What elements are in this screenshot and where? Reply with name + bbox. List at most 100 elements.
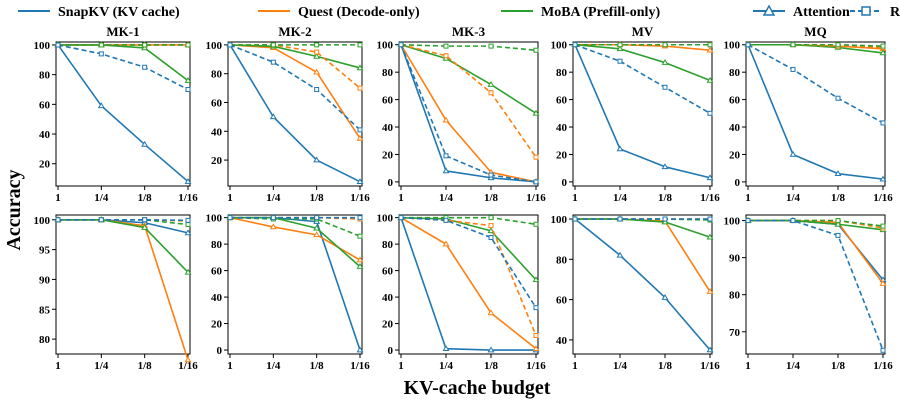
panel-title: MK-3 bbox=[452, 24, 486, 39]
data-point-triangle bbox=[879, 49, 887, 56]
x-tick-label: 1 bbox=[227, 192, 233, 204]
data-point-triangle bbox=[661, 294, 669, 300]
legend-label-moba-prefill-only: MoBA (Prefill-only) bbox=[541, 5, 660, 20]
x-tick-label: 1/16 bbox=[178, 360, 198, 372]
series-quest-rat bbox=[227, 42, 363, 91]
data-point-square bbox=[533, 332, 539, 338]
series-line bbox=[400, 43, 537, 158]
data-point-square bbox=[488, 223, 494, 229]
x-tick-label: 1/8 bbox=[658, 192, 673, 204]
y-tick-label: 100 bbox=[724, 40, 741, 52]
series-snapkv-rat bbox=[398, 215, 539, 311]
y-tick-label: 20 bbox=[729, 149, 741, 161]
series-line bbox=[229, 44, 361, 69]
data-point-square bbox=[745, 42, 751, 48]
data-point-square bbox=[617, 58, 623, 64]
series-line bbox=[57, 44, 189, 183]
series-line bbox=[229, 216, 361, 237]
series-line bbox=[229, 44, 361, 139]
data-point-square bbox=[835, 218, 841, 224]
data-point-triangle bbox=[356, 256, 364, 263]
series-line bbox=[400, 44, 537, 183]
y-tick-label: 20 bbox=[382, 149, 394, 161]
data-point-triangle bbox=[532, 345, 540, 352]
series-line bbox=[748, 219, 884, 231]
y-tick-label: 0 bbox=[217, 345, 223, 357]
series-line bbox=[229, 44, 361, 183]
x-tick-label: 1/8 bbox=[310, 192, 325, 204]
panel-mq: MQ 0 20 40 60 80 100 1 1/4 1/8 1/16 bbox=[724, 24, 894, 204]
data-point-square bbox=[488, 215, 494, 221]
x-tick-label: 1/16 bbox=[350, 360, 370, 372]
y-tick-label: 80 bbox=[729, 290, 741, 302]
series-snapkv-rat bbox=[227, 42, 363, 133]
panel-title: MK-1 bbox=[106, 24, 139, 39]
y-tick-label: 80 bbox=[556, 67, 568, 79]
panel-r1c0: 80 85 90 95 100 1 1/4 1/8 1/16 bbox=[34, 214, 198, 372]
data-point-triangle bbox=[487, 80, 495, 87]
data-point-square bbox=[707, 110, 713, 116]
y-tick-label: 80 bbox=[382, 239, 394, 251]
y-tick-label: 40 bbox=[556, 122, 568, 134]
panel-mk-2: MK-2 20 40 60 80 100 1 1/4 1/8 1/16 bbox=[206, 24, 371, 204]
data-point-triangle bbox=[616, 45, 624, 52]
x-tick-label: 1/8 bbox=[138, 192, 153, 204]
series-snapkv-kv-cache bbox=[397, 41, 540, 185]
y-tick-label: 40 bbox=[729, 122, 741, 134]
data-point-triangle bbox=[184, 77, 192, 83]
data-point-triangle bbox=[184, 177, 192, 184]
series-line bbox=[58, 218, 189, 234]
data-point-square bbox=[572, 42, 578, 48]
series-snapkv-rat bbox=[398, 42, 539, 185]
data-point-square bbox=[707, 42, 713, 48]
data-point-triangle bbox=[487, 346, 495, 353]
data-point-square bbox=[880, 43, 886, 49]
panel-mv: MV 0 20 40 60 80 100 1 1/4 1/8 1/16 bbox=[551, 24, 721, 204]
y-tick-label: 80 bbox=[556, 254, 568, 266]
y-tick-label: 90 bbox=[39, 274, 51, 286]
legend-label-attention: Attention bbox=[793, 5, 850, 20]
series-snapkv-kv-cache bbox=[397, 214, 540, 353]
data-point-square bbox=[185, 222, 191, 228]
data-point-square bbox=[790, 218, 796, 224]
series-line bbox=[747, 44, 884, 124]
data-point-square bbox=[443, 53, 449, 59]
data-point-triangle bbox=[313, 224, 321, 231]
panel-frame bbox=[745, 214, 886, 355]
series-line bbox=[400, 216, 537, 336]
data-point-square bbox=[835, 95, 841, 101]
data-point-triangle bbox=[97, 102, 105, 109]
series-quest-decode-only bbox=[54, 216, 192, 363]
panel-title: MV bbox=[632, 24, 654, 39]
y-tick-label: 0 bbox=[388, 177, 394, 189]
series-moba-rat bbox=[745, 42, 886, 49]
data-point-triangle bbox=[141, 223, 149, 230]
y-tick-label: 0 bbox=[735, 177, 741, 189]
data-point-square bbox=[357, 215, 363, 221]
panel-title: MQ bbox=[804, 24, 826, 39]
series-line bbox=[229, 44, 361, 131]
x-tick-label: 1/8 bbox=[831, 360, 846, 372]
series-snapkv-rat bbox=[572, 216, 713, 222]
series-line bbox=[58, 218, 189, 222]
panel-r1c1: 0 20 40 60 80 100 1 1/4 1/8 1/16 bbox=[206, 213, 371, 372]
series-snapkv-rat bbox=[55, 217, 191, 223]
data-point-square bbox=[357, 42, 363, 48]
series-line bbox=[400, 216, 537, 281]
y-tick-label: 20 bbox=[211, 155, 223, 167]
legend-label-snapkv-kv-cache: SnapKV (KV cache) bbox=[58, 5, 180, 20]
panel-frame bbox=[227, 214, 363, 355]
y-tick-label: 40 bbox=[39, 129, 51, 141]
data-point-square bbox=[835, 42, 841, 48]
series-snapkv-kv-cache bbox=[571, 215, 714, 353]
data-point-triangle bbox=[879, 175, 887, 182]
series-snapkv-kv-cache bbox=[571, 41, 714, 181]
data-point-triangle bbox=[313, 231, 321, 238]
data-point-square bbox=[662, 84, 668, 90]
x-tick-label: 1 bbox=[398, 192, 404, 204]
data-point-square bbox=[617, 42, 623, 48]
data-point-triangle bbox=[532, 109, 540, 116]
series-quest-decode-only bbox=[571, 215, 714, 294]
data-point-square bbox=[227, 215, 233, 221]
